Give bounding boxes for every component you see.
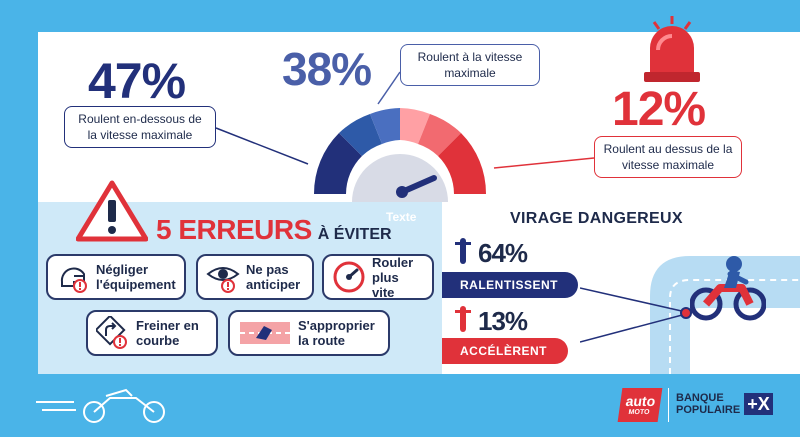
- moto-icon-slow: [455, 238, 471, 264]
- label-at: Roulent à la vitesse maximale: [400, 44, 540, 86]
- curve-sign-icon: [96, 316, 127, 349]
- pct-above: 12%: [612, 83, 706, 136]
- error-label-equipment: Négliger l'équipement: [96, 262, 176, 292]
- error-label-curve: Freiner en courbe: [136, 318, 199, 348]
- helmet-icon: [60, 267, 87, 293]
- error-item-speed: Rouler plus vite: [322, 254, 434, 300]
- pct-at: 38%: [282, 43, 372, 95]
- errors-title-rest: À ÉVITER: [317, 226, 392, 243]
- placeholder-text: Texte: [386, 210, 417, 224]
- error-label-road: S'approprier la route: [298, 318, 375, 348]
- banque-populaire-logo: BANQUE POPULAIRE +X: [676, 392, 773, 416]
- pct-fast: 13%: [478, 306, 528, 336]
- warning-icon: [76, 180, 148, 242]
- bank-line2: POPULAIRE: [676, 404, 741, 416]
- error-item-road: S'approprier la route: [228, 310, 390, 356]
- pct-below: 47%: [88, 53, 186, 109]
- auto-moto-logo: auto MOTO: [617, 388, 663, 422]
- errors-title: 5 ERREURS À ÉVITER: [156, 214, 392, 246]
- road-icon: [240, 322, 290, 344]
- error-item-curve: Freiner en courbe: [86, 310, 218, 356]
- logo-divider: [668, 388, 669, 422]
- auto-moto-logo-top: auto: [624, 392, 657, 409]
- banque-populaire-text: BANQUE POPULAIRE: [676, 392, 740, 416]
- curve-road-illustration: [580, 256, 800, 374]
- motorcycle-rider-icon: [690, 256, 766, 321]
- motorcycle-outline-icon: [36, 388, 165, 423]
- bank-mark: +X: [744, 393, 773, 415]
- error-item-anticipate: Ne pas anticiper: [196, 254, 314, 300]
- speedometer-icon: [333, 261, 365, 293]
- label-fast: ACCÉLÈRENT: [442, 338, 568, 364]
- bank-line1: BANQUE: [676, 392, 724, 404]
- error-item-equipment: Négliger l'équipement: [46, 254, 186, 300]
- turn-title: VIRAGE DANGEREUX: [510, 210, 683, 227]
- siren-icon: [644, 16, 700, 82]
- error-label-speed: Rouler plus vite: [372, 254, 414, 300]
- label-above: Roulent au dessus de la vitesse maximale: [594, 136, 742, 178]
- pct-slow: 64%: [478, 238, 528, 268]
- footer: [0, 374, 800, 437]
- speed-gauge: [313, 108, 487, 202]
- label-below: Roulent en-dessous de la vitesse maximal…: [64, 106, 216, 148]
- eye-icon: [206, 267, 240, 293]
- moto-icon-fast: [455, 306, 471, 332]
- auto-moto-logo-bottom: MOTO: [628, 408, 650, 416]
- errors-title-number: 5 ERREURS: [156, 214, 312, 245]
- label-slow: RALENTISSENT: [442, 272, 578, 298]
- error-label-anticipate: Ne pas anticiper: [246, 262, 301, 292]
